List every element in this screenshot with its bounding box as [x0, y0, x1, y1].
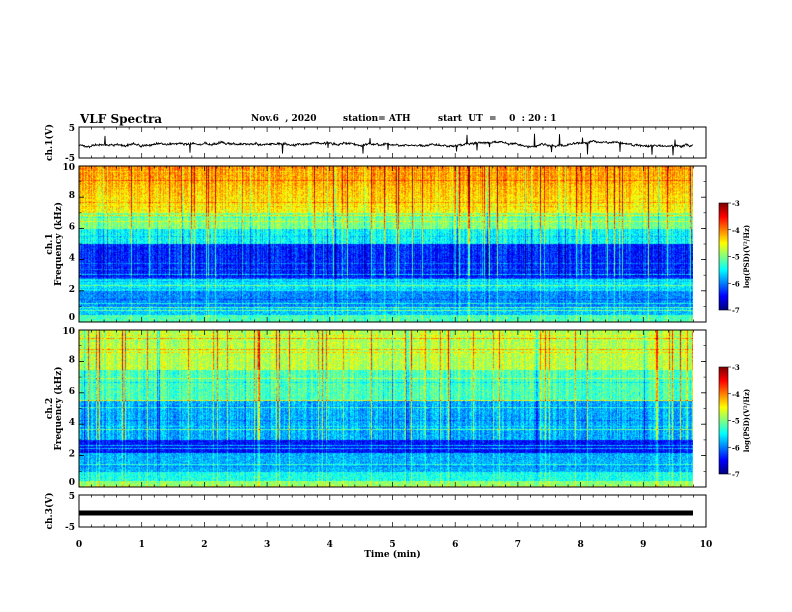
y-tick-label: -5: [65, 523, 75, 533]
x-tick-label: 10: [700, 540, 713, 550]
colorbar-1: [719, 203, 728, 310]
y-axis-label: ch.2: [45, 398, 55, 419]
y-tick-label: 4: [69, 254, 75, 264]
x-tick-label: 9: [640, 540, 646, 550]
spectrogram-image: [79, 166, 693, 322]
x-axis-label: Time (min): [364, 549, 421, 560]
colorbar-tick-label: -6: [732, 279, 740, 288]
y-tick-label: 4: [69, 418, 75, 428]
x-tick-label: 0: [76, 540, 82, 550]
colorbar-tick-label: -5: [732, 253, 740, 262]
spectrogram-image: [79, 330, 693, 487]
y-axis-label: ch.1(V): [44, 124, 55, 161]
colorbar-tick-label: -3: [732, 363, 740, 372]
colorbar-label: log(PSD)(V²/Hz): [742, 389, 751, 453]
x-tick-label: 6: [452, 540, 458, 550]
y-tick-label: 10: [62, 327, 75, 337]
y-tick-label: 2: [69, 285, 75, 295]
colorbar-2: [719, 367, 728, 474]
x-tick-label: 8: [577, 540, 583, 550]
y-tick-label: 2: [69, 450, 75, 460]
y-tick-label: 0: [69, 313, 75, 323]
y-tick-label: 8: [69, 355, 75, 365]
y-tick-label: 0: [69, 478, 75, 488]
x-tick-label: 3: [264, 540, 270, 550]
y-axis-label: Frequency (kHz): [53, 202, 64, 286]
colorbar-tick-label: -7: [732, 306, 740, 315]
chart-title: VLF Spectra: [80, 112, 163, 126]
colorbar-label: log(PSD)(V²/Hz): [742, 225, 751, 289]
y-tick-label: 6: [69, 387, 75, 397]
x-tick-label: 4: [327, 540, 333, 550]
station-label: station= ATH: [343, 114, 411, 124]
x-tick-label: 1: [139, 540, 145, 550]
colorbar-tick-label: -7: [732, 470, 740, 479]
y-tick-label: 5: [69, 124, 75, 134]
y-tick-label: -5: [65, 154, 75, 164]
y-axis-label: ch.3(V): [44, 493, 55, 530]
x-tick-label: 2: [201, 540, 207, 550]
x-tick-label: 7: [515, 540, 521, 550]
ch1-waveform: [78, 133, 694, 156]
y-tick-label: 8: [69, 191, 75, 201]
recording-date: Nov.6 , 2020: [251, 114, 317, 124]
colorbar-tick-label: -6: [732, 443, 740, 452]
colorbar-tick-label: -4: [732, 390, 740, 399]
start-time-label: start UT = 0 : 20 : 1: [438, 114, 557, 124]
colorbar-tick-label: -5: [732, 417, 740, 426]
y-tick-label: 10: [62, 163, 75, 173]
colorbar-tick-label: -3: [732, 199, 740, 208]
x-tick-label: 5: [389, 540, 395, 550]
y-axis-label: ch.1: [45, 233, 55, 254]
colorbar-tick-label: -4: [732, 226, 740, 235]
y-tick-label: 6: [69, 222, 75, 232]
y-tick-label: 5: [69, 492, 75, 502]
y-axis-label: Frequency (kHz): [53, 366, 64, 450]
